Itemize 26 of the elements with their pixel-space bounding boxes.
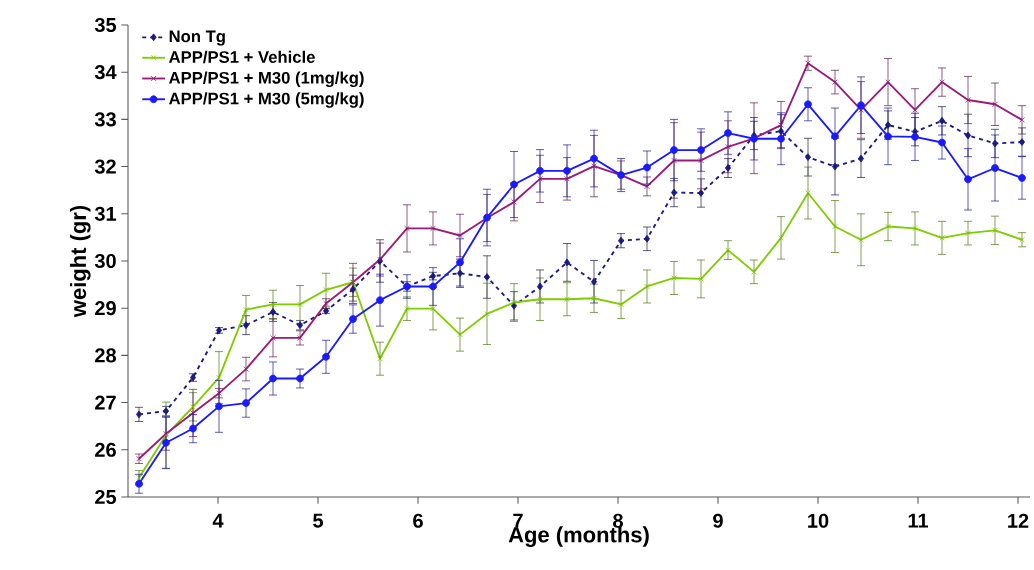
x-tick-label: 5: [313, 513, 324, 528]
legend-label: Non Tg: [169, 30, 225, 46]
x-tick-label: 10: [808, 513, 829, 528]
legend-label: APP/PS1 + Vehicle: [169, 50, 315, 64]
y-tick-label: 35: [94, 17, 117, 33]
y-axis-title: weight (gr): [69, 205, 91, 318]
y-tick-label: 26: [95, 442, 116, 457]
y-tick-label: 31: [94, 206, 117, 221]
legend-label: APP/PS1 + M30 (1mg/kg): [169, 71, 364, 88]
x-tick-label: 7: [513, 513, 523, 528]
x-tick-label: 9: [713, 513, 723, 528]
y-tick-label: 28: [95, 348, 116, 363]
y-tick-label: 34: [94, 65, 117, 80]
y-tick-label: 32: [94, 159, 116, 174]
y-tick-label: 27: [95, 395, 116, 410]
y-tick-label: 29: [95, 301, 116, 316]
x-axis-title: Age (months): [508, 526, 649, 547]
y-tick-label: 33: [94, 112, 116, 127]
x-tick-label: 6: [413, 513, 423, 528]
y-tick-label: 25: [95, 489, 117, 505]
x-tick-label: 8: [613, 513, 623, 528]
x-tick-label: 11: [908, 513, 929, 528]
y-tick-label: 30: [94, 253, 116, 269]
x-tick-label: 12: [1008, 513, 1029, 528]
x-tick-label: 4: [212, 513, 224, 528]
legend-label: APP/PS1 + M30 (5mg/kg): [169, 92, 364, 108]
